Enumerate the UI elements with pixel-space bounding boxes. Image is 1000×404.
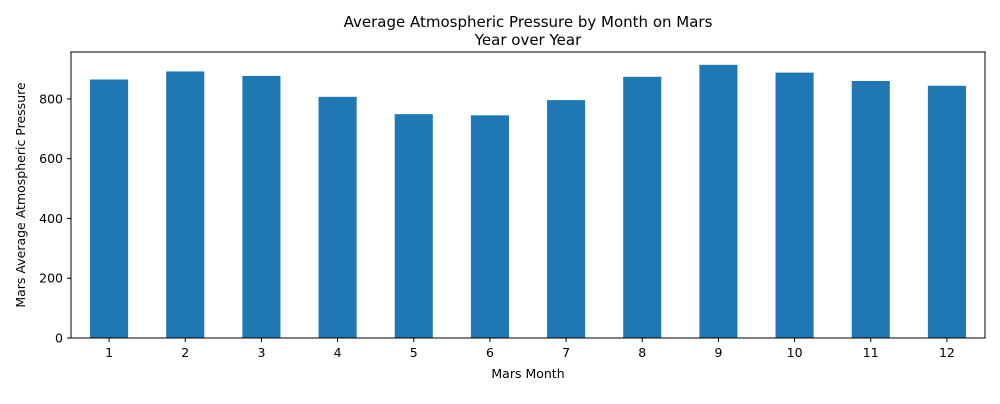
bar-month-7 — [547, 100, 586, 338]
y-tick-label: 200 — [39, 271, 63, 286]
bar-month-4 — [318, 96, 357, 338]
bar-month-10 — [775, 72, 814, 339]
bar-month-3 — [242, 75, 281, 338]
chart-subtitle: Year over Year — [474, 31, 582, 49]
bar-month-6 — [470, 115, 509, 338]
y-tick-label: 0 — [55, 331, 63, 346]
y-tick-label: 600 — [39, 151, 63, 166]
bar-month-8 — [623, 76, 662, 339]
x-tick-label: 11 — [863, 345, 879, 360]
bar-month-2 — [166, 71, 205, 339]
plot-frame — [70, 51, 986, 339]
bars-group — [90, 64, 966, 339]
x-tick-label: 3 — [257, 345, 265, 360]
x-tick-label: 2 — [181, 345, 189, 360]
x-tick-label: 4 — [334, 345, 342, 360]
bar-month-1 — [90, 79, 129, 339]
x-tick-label: 8 — [638, 345, 646, 360]
x-tick-label: 1 — [105, 345, 113, 360]
y-tick-label: 800 — [39, 91, 63, 106]
x-tick-label: 10 — [787, 345, 803, 360]
x-tick-label: 7 — [562, 345, 570, 360]
bar-month-12 — [927, 85, 966, 339]
chart-title: Average Atmospheric Pressure by Month on… — [344, 13, 713, 31]
bar-month-11 — [851, 80, 890, 339]
bar-month-9 — [699, 64, 738, 338]
x-tick-label: 9 — [714, 345, 722, 360]
x-tick-label: 5 — [410, 345, 418, 360]
x-tick-label: 6 — [486, 345, 494, 360]
bar-month-5 — [394, 114, 433, 338]
y-tick-label: 400 — [39, 211, 63, 226]
x-axis-label: Mars Month — [491, 366, 564, 381]
x-tick-label: 12 — [939, 345, 955, 360]
y-axis-label: Mars Average Atmospheric Pressure — [13, 82, 28, 308]
